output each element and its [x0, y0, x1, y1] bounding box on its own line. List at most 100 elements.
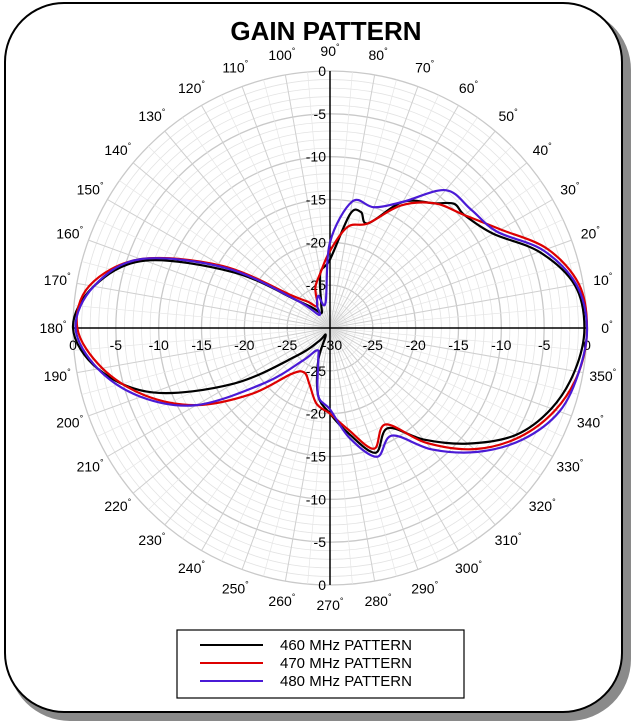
radial-tick-label: -20 — [234, 337, 254, 353]
angle-tick-label: 320° — [529, 497, 556, 514]
grid-spoke — [164, 130, 331, 329]
legend-label: 470 MHz PATTERN — [280, 655, 412, 672]
angle-tick-label: 190° — [44, 367, 71, 384]
angle-tick-label: 300° — [455, 559, 482, 576]
grid-spoke — [73, 327, 331, 351]
angle-tick-label: 180° — [40, 319, 67, 336]
radial-tick-label: -20 — [306, 406, 326, 422]
grid-spoke — [96, 327, 331, 437]
angle-tick-label: 350° — [589, 367, 616, 384]
angle-tick-label: 40° — [533, 141, 553, 158]
radial-tick-label: 0 — [318, 577, 326, 593]
angle-tick-label: 310° — [495, 531, 522, 548]
radial-tick-label: -15 — [191, 337, 211, 353]
legend-label: 480 MHz PATTERN — [280, 673, 412, 690]
angle-tick-label: 30° — [560, 181, 580, 198]
grid-spoke — [329, 79, 397, 329]
angle-tick-label: 60° — [459, 79, 479, 96]
radial-tick-label: -5 — [314, 534, 327, 550]
angle-tick-label: 110° — [222, 59, 248, 76]
angle-tick-label: 160° — [56, 224, 83, 241]
grid-spoke — [329, 261, 579, 329]
angle-tick-label: 80° — [369, 46, 389, 63]
polar-grid — [72, 70, 588, 586]
chart-title: GAIN PATTERN — [230, 16, 421, 46]
grid-spoke — [329, 146, 512, 329]
grid-spoke — [81, 261, 331, 329]
angle-tick-label: 240° — [178, 559, 205, 576]
grid-spoke — [329, 327, 353, 585]
grid-spoke — [329, 327, 459, 551]
grid-spoke — [201, 105, 331, 329]
radial-tick-label: 0 — [318, 63, 326, 79]
radial-tick-label: -10 — [306, 149, 326, 165]
grid-spoke — [329, 199, 553, 329]
angle-tick-label: 70° — [415, 59, 435, 76]
angle-tick-label: 140° — [104, 141, 131, 158]
grid-spoke — [119, 180, 331, 329]
radial-tick-label: -15 — [448, 337, 468, 353]
radial-tick-labels: 0 0 0 0 -5 -5 -5 -5 -10 -10 -10 -10 -15 -15 -15 -15 -20 -… — [69, 63, 591, 593]
angle-tick-labels: 0° 10° 20° 30° 40° 50° 60° 70° 80° 90° 100° 110° 120… — [40, 42, 617, 613]
grid-spoke — [329, 130, 496, 329]
grid-spoke — [107, 327, 331, 457]
grid-spoke — [329, 327, 512, 510]
grid-spoke — [96, 219, 331, 329]
grid-spoke — [329, 282, 584, 329]
grid-spoke — [148, 327, 331, 510]
grid-spoke — [221, 327, 331, 562]
radial-tick-label: -5 — [110, 337, 123, 353]
grid-spoke — [329, 327, 496, 526]
radial-tick-label: -10 — [149, 337, 169, 353]
grid-spoke — [182, 117, 331, 329]
grid-spoke — [284, 74, 331, 329]
grid-spoke — [107, 199, 331, 329]
grid-spoke — [329, 327, 587, 351]
angle-tick-label: 150° — [77, 181, 104, 198]
grid-spoke — [329, 327, 541, 476]
angle-tick-label: 130° — [138, 107, 165, 124]
grid-spoke — [329, 327, 584, 374]
radial-tick-label: -25 — [363, 337, 383, 353]
legend-label: 460 MHz PATTERN — [280, 637, 412, 654]
grid-spoke — [329, 327, 528, 494]
series-line — [75, 201, 589, 451]
angle-tick-label: 90° — [320, 42, 340, 59]
grid-spoke — [76, 327, 331, 374]
radial-tick-label: -25 — [306, 363, 326, 379]
radial-tick-label: -15 — [306, 192, 326, 208]
grid-spoke — [329, 94, 439, 329]
angle-tick-label: 170° — [44, 271, 71, 288]
radial-tick-label: -20 — [306, 234, 326, 250]
radial-tick-label: 0 — [583, 337, 591, 353]
radial-tick-label: -10 — [491, 337, 511, 353]
grid-spoke — [329, 105, 459, 329]
series-line — [74, 189, 589, 458]
angle-tick-label: 120° — [178, 79, 205, 96]
grid-spoke — [201, 327, 331, 551]
angle-tick-label: 330° — [556, 458, 583, 475]
grid-spoke — [307, 327, 331, 585]
grid-spoke — [329, 305, 587, 329]
grid-spoke — [76, 282, 331, 329]
angle-tick-label: 20° — [581, 224, 601, 241]
grid-spoke — [329, 71, 353, 329]
pattern-curves — [71, 189, 589, 458]
grid-spoke — [329, 180, 541, 329]
grid-spoke — [73, 305, 331, 329]
grid-spoke — [284, 327, 331, 582]
radial-tick-label: 0 — [69, 337, 77, 353]
grid-spoke — [329, 327, 376, 582]
angle-tick-label: 0° — [601, 319, 613, 336]
grid-spoke — [241, 327, 331, 570]
angle-tick-label: 50° — [499, 107, 519, 124]
angle-tick-label: 340° — [577, 414, 604, 431]
radial-tick-label: -25 — [277, 337, 297, 353]
grid-spoke — [329, 327, 572, 417]
radial-tick-label: -5 — [538, 337, 551, 353]
grid-spoke — [329, 327, 564, 437]
angle-tick-label: 290° — [411, 579, 438, 596]
angle-tick-label: 220° — [104, 497, 131, 514]
